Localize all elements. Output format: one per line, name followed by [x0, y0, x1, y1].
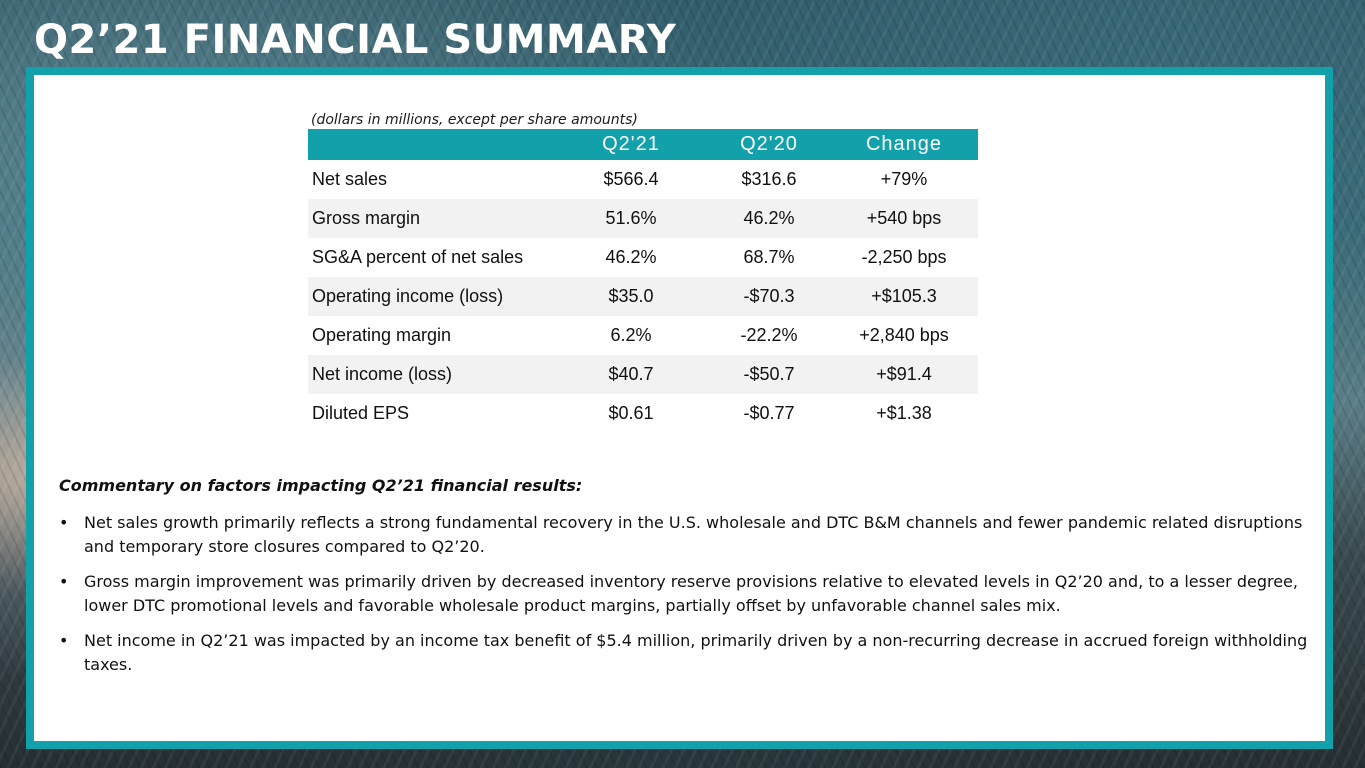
- table-row: SG&A percent of net sales 46.2% 68.7% -2…: [308, 238, 978, 277]
- row-value-q2-20: 46.2%: [708, 199, 830, 238]
- row-value-q2-20: 68.7%: [743, 247, 795, 267]
- table-row: Gross margin 51.6% 46.2% +540 bps: [308, 199, 978, 238]
- commentary-text: Net income in Q2’21 was impacted by an i…: [84, 631, 1308, 674]
- table-row: Diluted EPS $0.61 -$0.77 +$1.38: [308, 394, 978, 433]
- summary-panel: (dollars in millions, except per share a…: [26, 67, 1333, 749]
- header-cell-q2-20: Q2'20: [708, 129, 830, 160]
- units-note: (dollars in millions, except per share a…: [311, 112, 638, 128]
- row-value-q2-20: -$0.77: [743, 403, 795, 423]
- row-label: Gross margin: [308, 199, 554, 238]
- row-value-q2-21: $35.0: [554, 277, 708, 316]
- commentary-text: Gross margin improvement was primarily d…: [84, 572, 1298, 615]
- row-value-change: -2,250 bps: [861, 247, 947, 267]
- row-value-q2-21: 51.6%: [554, 199, 708, 238]
- row-label: SG&A percent of net sales: [312, 247, 524, 267]
- row-value-change: +540 bps: [830, 199, 978, 238]
- row-value-change: +2,840 bps: [859, 325, 949, 345]
- commentary-item: • Net income in Q2’21 was impacted by an…: [59, 629, 1319, 677]
- commentary-heading: Commentary on factors impacting Q2’21 fi…: [59, 476, 583, 495]
- bullet-icon: •: [59, 572, 69, 591]
- row-value-change: +79%: [880, 169, 928, 189]
- table-header-row: Q2'21 Q2'20 Change: [308, 129, 978, 160]
- row-value-q2-21: 6.2%: [610, 325, 652, 345]
- row-value-q2-21: $566.4: [603, 169, 659, 189]
- row-value-q2-20: -$50.7: [708, 355, 830, 394]
- commentary-text: Net sales growth primarily reflects a st…: [84, 513, 1303, 556]
- row-value-q2-21: $0.61: [608, 403, 654, 423]
- row-value-change: +$91.4: [830, 355, 978, 394]
- table-row: Operating income (loss) $35.0 -$70.3 +$1…: [308, 277, 978, 316]
- row-label: Net sales: [312, 169, 388, 189]
- row-label: Net income (loss): [308, 355, 554, 394]
- row-value-change: +$1.38: [876, 403, 932, 423]
- commentary-item: • Gross margin improvement was primarily…: [59, 570, 1319, 618]
- header-cell-change: Change: [830, 129, 978, 160]
- row-value-q2-20: $316.6: [741, 169, 797, 189]
- row-label: Operating income (loss): [308, 277, 554, 316]
- table-row: Operating margin 6.2% -22.2% +2,840 bps: [308, 316, 978, 355]
- commentary-item: • Net sales growth primarily reflects a …: [59, 511, 1319, 559]
- table-row: Net income (loss) $40.7 -$50.7 +$91.4: [308, 355, 978, 394]
- table-row: Net sales $566.4 $316.6 +79%: [308, 160, 978, 199]
- header-cell-q2-21: Q2'21: [554, 129, 708, 160]
- row-label: Diluted EPS: [312, 403, 410, 423]
- header-cell-label: [308, 129, 554, 160]
- summary-panel-body: (dollars in millions, except per share a…: [34, 75, 1325, 741]
- row-value-q2-20: -22.2%: [740, 325, 798, 345]
- row-value-q2-21: $40.7: [554, 355, 708, 394]
- row-value-q2-21: 46.2%: [605, 247, 657, 267]
- commentary-list: • Net sales growth primarily reflects a …: [59, 511, 1319, 688]
- row-value-change: +$105.3: [830, 277, 978, 316]
- bullet-icon: •: [59, 513, 69, 532]
- bullet-icon: •: [59, 631, 69, 650]
- row-label: Operating margin: [312, 325, 452, 345]
- financial-table: Q2'21 Q2'20 Change Net sales $566.4 $316…: [308, 129, 978, 433]
- row-value-q2-20: -$70.3: [708, 277, 830, 316]
- page-title: Q2’21 FINANCIAL SUMMARY: [34, 17, 677, 63]
